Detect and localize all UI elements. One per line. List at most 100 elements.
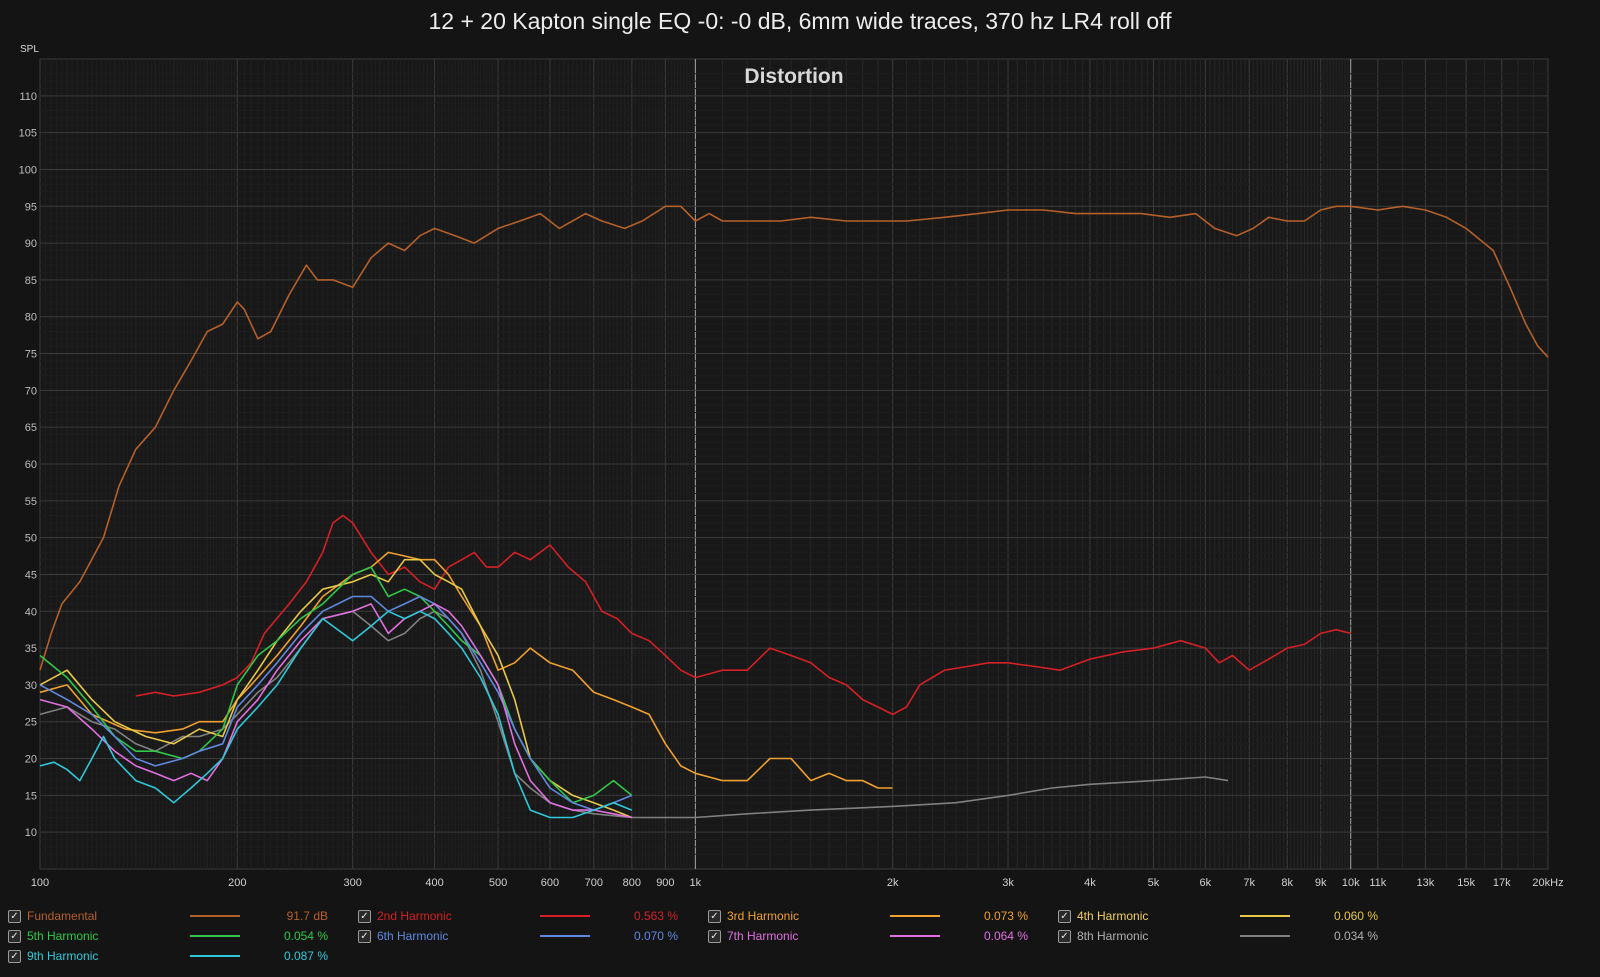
series-line-fundamental (39, 205, 1549, 671)
chart-title: 12 + 20 Kapton single EQ -0: -0 dB, 6mm … (428, 8, 1172, 34)
axes: 100 200 300 400 500 600 700 800 900 1k 2k 3k 4k 5k 6k 7… (19, 91, 1564, 889)
legend-label: 4th Harmonic (1077, 909, 1149, 923)
x-tick-label: 400 (425, 877, 443, 889)
chart-subtitle: Distortion (744, 65, 843, 88)
y-tick-label: 25 (25, 717, 37, 729)
legend-item-4th-harmonic[interactable]: ✓ 4th Harmonic 0.060 % (1058, 908, 1388, 928)
y-tick-label: 50 (25, 533, 37, 545)
legend-value: 0.064 % (983, 929, 1028, 943)
legend-swatch (890, 915, 940, 917)
legend-label: 5th Harmonic (27, 929, 99, 943)
legend-checkbox[interactable]: ✓ (8, 910, 21, 923)
y-tick-label: 65 (25, 422, 37, 434)
y-tick-label: 40 (25, 606, 37, 618)
y-tick-label: 45 (25, 569, 37, 581)
legend-label: 8th Harmonic (1077, 929, 1149, 943)
y-tick-label: 30 (25, 680, 37, 692)
legend-item-6th-harmonic[interactable]: ✓ 6th Harmonic 0.070 % (358, 928, 688, 948)
legend-checkbox[interactable]: ✓ (358, 910, 371, 923)
x-tick-label: 4k (1084, 877, 1096, 889)
legend-swatch (190, 915, 240, 917)
legend-item-5th-harmonic[interactable]: ✓ 5th Harmonic 0.054 % (8, 928, 338, 948)
y-tick-label: 75 (25, 349, 37, 361)
legend-label: 9th Harmonic (27, 949, 99, 963)
x-tick-label: 3k (1002, 877, 1014, 889)
series-line-3rd-harmonic (39, 551, 893, 789)
legend-checkbox[interactable]: ✓ (358, 930, 371, 943)
y-tick-label: 55 (25, 496, 37, 508)
legend-value: 0.073 % (983, 909, 1028, 923)
x-tick-label: 20kHz (1532, 877, 1563, 889)
x-tick-label: 600 (541, 877, 559, 889)
legend-label: 7th Harmonic (727, 929, 799, 943)
x-tick-label: 17k (1493, 877, 1511, 889)
x-tick-label: 500 (489, 877, 507, 889)
legend-item-8th-harmonic[interactable]: ✓ 8th Harmonic 0.034 % (1058, 928, 1388, 948)
legend-checkbox[interactable]: ✓ (708, 910, 721, 923)
legend-item-3rd-harmonic[interactable]: ✓ 3rd Harmonic 0.073 % (708, 908, 1038, 928)
y-tick-label: 100 (19, 164, 37, 176)
legend-swatch (1240, 935, 1290, 937)
series-line-2nd-harmonic (135, 514, 1351, 716)
y-tick-label: 35 (25, 643, 37, 655)
legend-value: 0.054 % (283, 929, 328, 943)
legend-label: 2nd Harmonic (377, 909, 452, 923)
x-tick-label: 800 (623, 877, 641, 889)
legend-value: 0.034 % (1333, 929, 1378, 943)
x-tick-label: 5k (1148, 877, 1160, 889)
x-tick-label: 11k (1369, 877, 1386, 889)
legend-value: 0.563 % (633, 909, 678, 923)
legend-checkbox[interactable]: ✓ (8, 930, 21, 943)
legend-value: 0.060 % (1333, 909, 1378, 923)
legend-checkbox[interactable]: ✓ (708, 930, 721, 943)
legend-swatch (190, 955, 240, 957)
legend-value: 0.070 % (633, 929, 678, 943)
series (39, 205, 1549, 819)
legend-item-9th-harmonic[interactable]: ✓ 9th Harmonic 0.087 % (8, 948, 338, 968)
legend: ✓ Fundamental 91.7 dB ✓ 2nd Harmonic 0.563 % ✓… (0, 908, 1600, 977)
x-tick-label: 900 (656, 877, 674, 889)
x-tick-label: 6k (1200, 877, 1212, 889)
legend-swatch (890, 935, 940, 937)
series-line-6th-harmonic (39, 595, 633, 811)
series-line-9th-harmonic (39, 610, 633, 819)
x-tick-label: 1k (690, 877, 702, 889)
legend-swatch (540, 915, 590, 917)
x-tick-label: 10k (1342, 877, 1360, 889)
legend-swatch (1240, 915, 1290, 917)
x-tick-label: 700 (585, 877, 603, 889)
y-tick-label: 90 (25, 238, 37, 250)
y-tick-label: 105 (19, 128, 37, 140)
y-tick-label: 95 (25, 201, 37, 213)
legend-label: 3rd Harmonic (727, 909, 800, 923)
grid (39, 59, 1549, 869)
legend-checkbox[interactable]: ✓ (1058, 930, 1071, 943)
legend-label: Fundamental (27, 909, 98, 923)
x-tick-label: 13k (1417, 877, 1435, 889)
x-tick-label: 15k (1457, 877, 1475, 889)
legend-checkbox[interactable]: ✓ (1058, 910, 1071, 923)
x-tick-label: 200 (228, 877, 246, 889)
x-tick-label: 2k (887, 877, 899, 889)
legend-checkbox[interactable]: ✓ (8, 950, 21, 963)
legend-swatch (540, 935, 590, 937)
y-tick-label: 85 (25, 275, 37, 287)
legend-item-fundamental[interactable]: ✓ Fundamental 91.7 dB (8, 908, 338, 928)
y-tick-label: 15 (25, 790, 37, 802)
y-tick-label: 60 (25, 459, 37, 471)
legend-label: 6th Harmonic (377, 929, 449, 943)
y-tick-label: 20 (25, 754, 37, 766)
legend-swatch (190, 935, 240, 937)
legend-value: 0.087 % (283, 949, 328, 963)
y-tick-label: 110 (19, 91, 37, 103)
x-tick-label: 8k (1281, 877, 1293, 889)
legend-item-2nd-harmonic[interactable]: ✓ 2nd Harmonic 0.563 % (358, 908, 688, 928)
y-tick-label: 10 (25, 827, 37, 839)
y-tick-label: 70 (25, 385, 37, 397)
x-tick-label: 300 (344, 877, 362, 889)
legend-value: 91.7 dB (286, 909, 328, 923)
y-tick-label: 80 (25, 312, 37, 324)
series-line-7th-harmonic (39, 603, 632, 819)
legend-item-7th-harmonic[interactable]: ✓ 7th Harmonic 0.064 % (708, 928, 1038, 948)
